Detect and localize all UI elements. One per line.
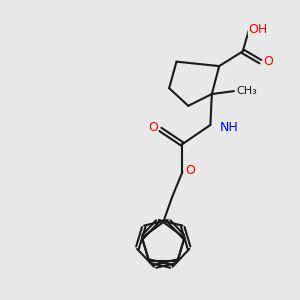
Text: O: O [148, 122, 158, 134]
Text: CH₃: CH₃ [237, 86, 257, 96]
Text: O: O [186, 164, 196, 177]
Text: O: O [264, 55, 274, 68]
Text: OH: OH [248, 23, 268, 36]
Text: NH: NH [220, 121, 239, 134]
